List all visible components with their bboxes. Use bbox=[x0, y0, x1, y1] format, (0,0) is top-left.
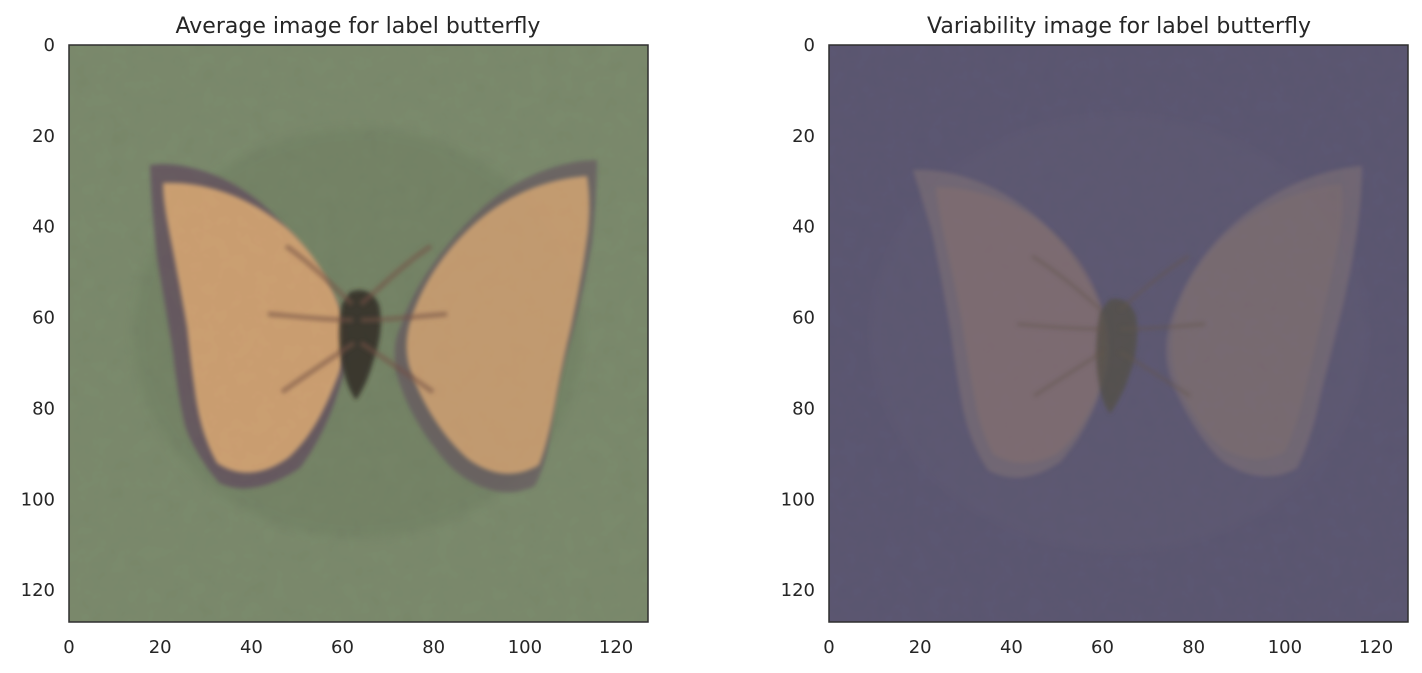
panel-0-y-tick-label: 80 bbox=[32, 399, 55, 420]
panel-0-x-tick-label: 0 bbox=[63, 637, 74, 658]
average-image-y-ticks: 0 20 40 60 80 100 120 bbox=[21, 35, 55, 601]
variability-image-grain bbox=[829, 45, 1408, 622]
panel-1-x-tick-label: 20 bbox=[909, 637, 932, 658]
panel-0-x-tick-label: 40 bbox=[240, 637, 263, 658]
panel-0-x-tick-label: 20 bbox=[149, 637, 172, 658]
variability-image-right-wing-glow bbox=[1171, 184, 1343, 460]
panel-1-y-tick-label: 80 bbox=[792, 399, 815, 420]
average-image-panel: Average image for label butterfly 0 20 40 6… bbox=[21, 14, 649, 658]
panel-1-x-tick-label: 80 bbox=[1182, 637, 1205, 658]
panel-1-y-tick-label: 20 bbox=[792, 126, 815, 147]
panel-0-y-tick-label: 120 bbox=[21, 580, 55, 601]
variability-image-y-ticks: 0 20 40 60 80 100 120 bbox=[781, 35, 815, 601]
panel-1-y-tick-label: 0 bbox=[804, 35, 815, 56]
panel-0-x-tick-label: 120 bbox=[599, 637, 633, 658]
panel-0-y-tick-label: 40 bbox=[32, 217, 55, 238]
panel-0-y-tick-label: 0 bbox=[44, 35, 55, 56]
average-image-heatmap bbox=[69, 45, 648, 622]
panel-0-x-tick-label: 80 bbox=[422, 637, 445, 658]
panel-1-x-tick-label: 100 bbox=[1268, 637, 1302, 658]
variability-image-heatmap bbox=[829, 45, 1408, 622]
panel-1-x-tick-label: 40 bbox=[1000, 637, 1023, 658]
average-image-grain bbox=[69, 45, 648, 622]
panel-1-x-tick-label: 0 bbox=[823, 637, 834, 658]
panel-0-y-tick-label: 60 bbox=[32, 308, 55, 329]
panel-0-x-tick-label: 60 bbox=[331, 637, 354, 658]
variability-image-title: Variability image for label butterfly bbox=[927, 14, 1311, 39]
variability-image-panel: Variability image for label butterfly 0 2… bbox=[781, 14, 1409, 658]
average-image-title: Average image for label butterfly bbox=[176, 14, 541, 39]
variability-image-x-ticks: 0 20 40 60 80 100 120 bbox=[823, 637, 1393, 658]
average-image-x-ticks: 0 20 40 60 80 100 120 bbox=[63, 637, 633, 658]
variability-image-frame bbox=[828, 44, 1409, 623]
panel-1-x-tick-label: 120 bbox=[1359, 637, 1393, 658]
panel-1-y-tick-label: 100 bbox=[781, 489, 815, 510]
panel-1-y-tick-label: 40 bbox=[792, 217, 815, 238]
panel-0-x-tick-label: 100 bbox=[508, 637, 542, 658]
panel-1-y-tick-label: 60 bbox=[792, 308, 815, 329]
panel-0-y-tick-label: 100 bbox=[21, 489, 55, 510]
panel-0-y-tick-label: 20 bbox=[32, 126, 55, 147]
average-image-frame bbox=[68, 44, 649, 623]
panel-1-y-tick-label: 120 bbox=[781, 580, 815, 601]
panel-1-x-tick-label: 60 bbox=[1091, 637, 1114, 658]
variability-image-wing-veins bbox=[1016, 254, 1206, 398]
